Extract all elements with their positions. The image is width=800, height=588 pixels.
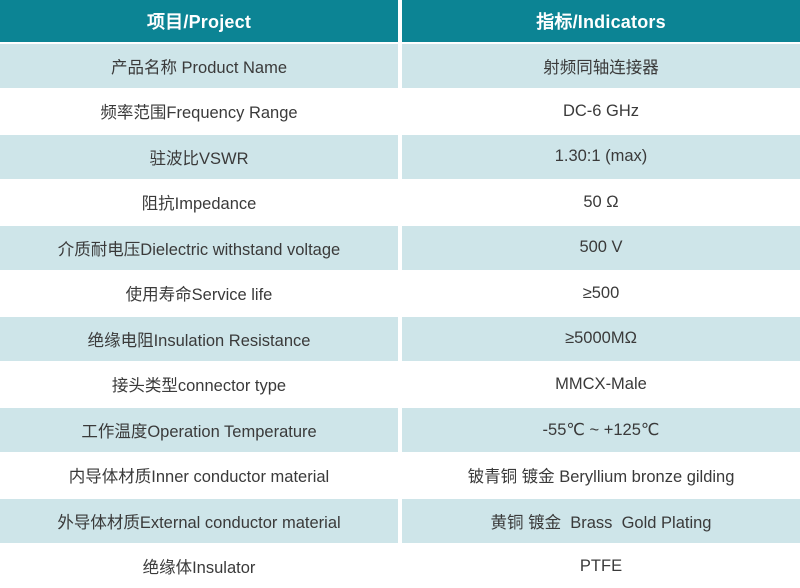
table-row-impedance: 阻抗Impedance 50 Ω — [0, 180, 800, 224]
project-cell: 产品名称 Product Name — [0, 44, 398, 88]
project-cell: 阻抗Impedance — [0, 180, 398, 224]
project-cell: 接头类型connector type — [0, 362, 398, 406]
project-cell: 外导体材质External conductor material — [0, 499, 398, 543]
indicator-cell: ≥5000MΩ — [402, 317, 800, 361]
table-header-row: 项目/Project 指标/Indicators — [0, 0, 800, 42]
table-row-insulator: 绝缘体Insulator PTFE — [0, 544, 800, 588]
indicator-cell: -55℃ ~ +125℃ — [402, 408, 800, 452]
indicator-cell: 射频同轴连接器 — [402, 44, 800, 88]
project-cell: 频率范围Frequency Range — [0, 89, 398, 133]
table-row-connector-type: 接头类型connector type MMCX-Male — [0, 362, 800, 406]
header-cell-project: 项目/Project — [0, 0, 398, 42]
indicator-cell: PTFE — [402, 544, 800, 588]
table-row-inner-conductor-material: 内导体材质Inner conductor material 铍青铜 镀金 Ber… — [0, 453, 800, 497]
project-cell: 绝缘电阻Insulation Resistance — [0, 317, 398, 361]
table-row-service-life: 使用寿命Service life ≥500 — [0, 271, 800, 315]
table-row-insulation-resistance: 绝缘电阻Insulation Resistance ≥5000MΩ — [0, 317, 800, 361]
project-cell: 介质耐电压Dielectric withstand voltage — [0, 226, 398, 270]
table-row-operation-temperature: 工作温度Operation Temperature -55℃ ~ +125℃ — [0, 408, 800, 452]
indicator-cell: 铍青铜 镀金 Beryllium bronze gilding — [402, 453, 800, 497]
indicator-cell: ≥500 — [402, 271, 800, 315]
table-row-product-name: 产品名称 Product Name 射频同轴连接器 — [0, 44, 800, 88]
indicator-cell: DC-6 GHz — [402, 89, 800, 133]
project-cell: 使用寿命Service life — [0, 271, 398, 315]
table-row-vswr: 驻波比VSWR 1.30:1 (max) — [0, 135, 800, 179]
indicator-cell: MMCX-Male — [402, 362, 800, 406]
table-row-dielectric-voltage: 介质耐电压Dielectric withstand voltage 500 V — [0, 226, 800, 270]
project-cell: 工作温度Operation Temperature — [0, 408, 398, 452]
indicator-cell: 黄铜 镀金 Brass Gold Plating — [402, 499, 800, 543]
indicator-cell: 50 Ω — [402, 180, 800, 224]
header-cell-indicators: 指标/Indicators — [402, 0, 800, 42]
indicator-cell: 500 V — [402, 226, 800, 270]
project-cell: 绝缘体Insulator — [0, 544, 398, 588]
indicator-cell: 1.30:1 (max) — [402, 135, 800, 179]
table-row-external-conductor-material: 外导体材质External conductor material 黄铜 镀金 B… — [0, 499, 800, 543]
table-row-frequency-range: 频率范围Frequency Range DC-6 GHz — [0, 89, 800, 133]
project-cell: 内导体材质Inner conductor material — [0, 453, 398, 497]
project-cell: 驻波比VSWR — [0, 135, 398, 179]
